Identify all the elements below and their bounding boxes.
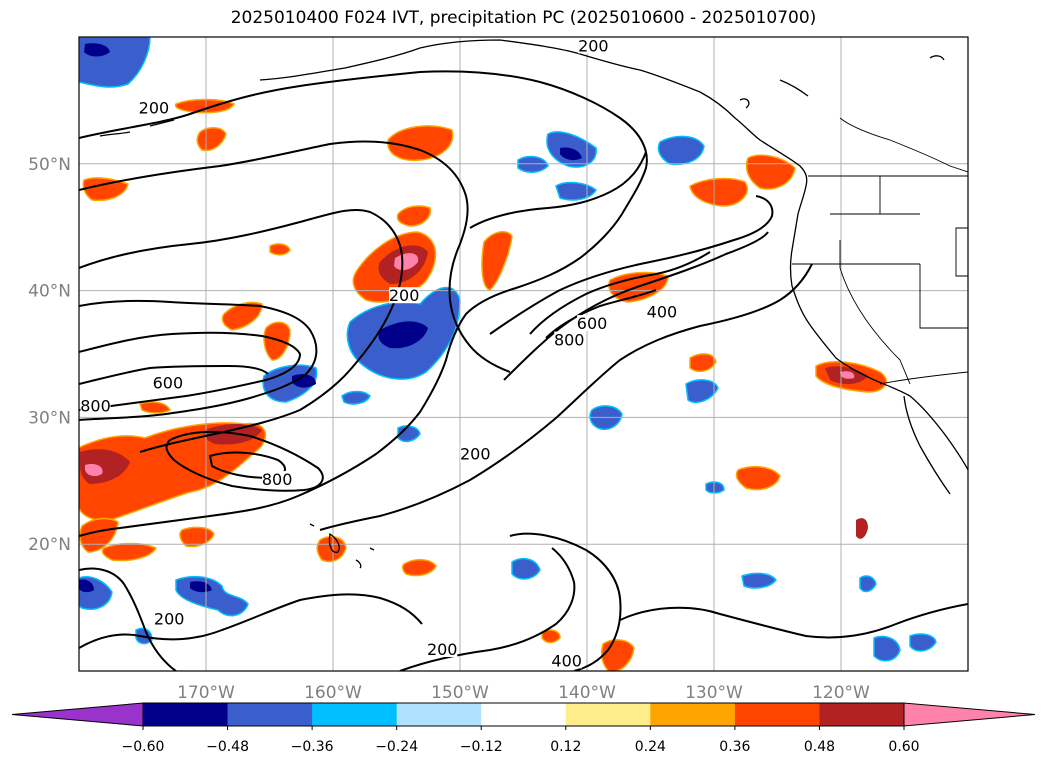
longitude-label: 150°W [431,683,489,703]
coastlines [99,39,968,569]
precipitation-shading [79,37,937,671]
colorbar-tick-label: 0.24 [635,739,666,755]
map-title: 2025010400 F024 IVT, precipitation PC (2… [230,8,817,28]
contour-label-background [578,37,609,54]
colorbar-tick-label: −0.36 [291,739,334,755]
latitude-label: 50°N [28,155,71,175]
positive-anomaly-areas [79,98,887,671]
latitude-labels: 20°N 30°N 40°N 50°N [28,155,71,555]
colorbar-swatch [650,703,736,726]
longitude-label: 140°W [558,683,616,703]
colorbar-swatch [819,703,905,726]
longitude-label: 130°W [685,683,743,703]
longitude-label: 160°W [304,683,362,703]
contour-label: 200 [578,36,609,55]
colorbar-swatch [396,703,482,726]
colorbar: −0.60 −0.48 −0.36 −0.24 −0.12 0.12 0.24 0.36 0.4… [11,702,1036,755]
colorbar-extend-high [903,702,1036,727]
contour-label: 800 [262,470,293,489]
contour-label: 200 [460,445,491,464]
colorbar-swatch [481,703,567,726]
colorbar-swatch [227,703,313,726]
contour-label: 400 [647,303,678,322]
contour-label-background [427,640,458,657]
longitude-label: 170°W [177,683,235,703]
colorbar-tick-label: 0.60 [888,739,919,755]
contour-label: 600 [153,374,184,393]
colorbar-tick-label: −0.60 [122,739,165,755]
contour-label-background [551,652,582,669]
contour-label: 800 [554,331,585,350]
graticule [79,37,968,671]
colorbar-outline [142,702,905,727]
longitude-labels: 170°W 160°W 150°W 140°W 130°W 120°W [177,683,870,703]
contour-label: 800 [80,397,111,416]
ivt-contours [79,70,968,671]
latitude-label: 30°N [28,408,71,428]
colorbar-swatch [565,703,651,726]
contour-label: 200 [427,640,458,659]
contour-label-background [389,287,420,304]
latitude-label: 20°N [28,535,71,555]
contour-label-background [577,315,608,332]
colorbar-tick-label: 0.12 [550,739,581,755]
contour-label-background [138,99,169,116]
contour-label-background [154,610,185,627]
contour-label-background [554,331,585,348]
colorbar-extend-low [11,702,144,727]
longitude-label: 120°W [812,683,870,703]
colorbar-swatch [312,703,398,726]
colorbar-tick-label: −0.24 [375,739,418,755]
contour-label-background [460,445,491,462]
contour-label: 200 [154,610,185,629]
latitude-label: 40°N [28,282,71,302]
colorbar-swatch [143,703,229,726]
colorbar-tick-label: 0.48 [804,739,835,755]
map-frame [78,36,969,672]
political-borders [792,117,968,385]
colorbar-tick-label: −0.12 [460,739,503,755]
colorbar-tick-label: 0.36 [719,739,750,755]
negative-anomaly-areas [79,37,937,662]
contour-label-background [80,397,111,414]
contour-label: 400 [551,651,582,670]
colorbar-tick-label: −0.48 [206,739,249,755]
contour-label-background [262,471,293,488]
contour-label-background [646,303,677,320]
contour-label: 600 [577,314,608,333]
contour-label: 200 [139,99,170,118]
contour-label: 200 [389,286,420,305]
contour-label-background [152,374,183,391]
colorbar-swatch [734,703,820,726]
